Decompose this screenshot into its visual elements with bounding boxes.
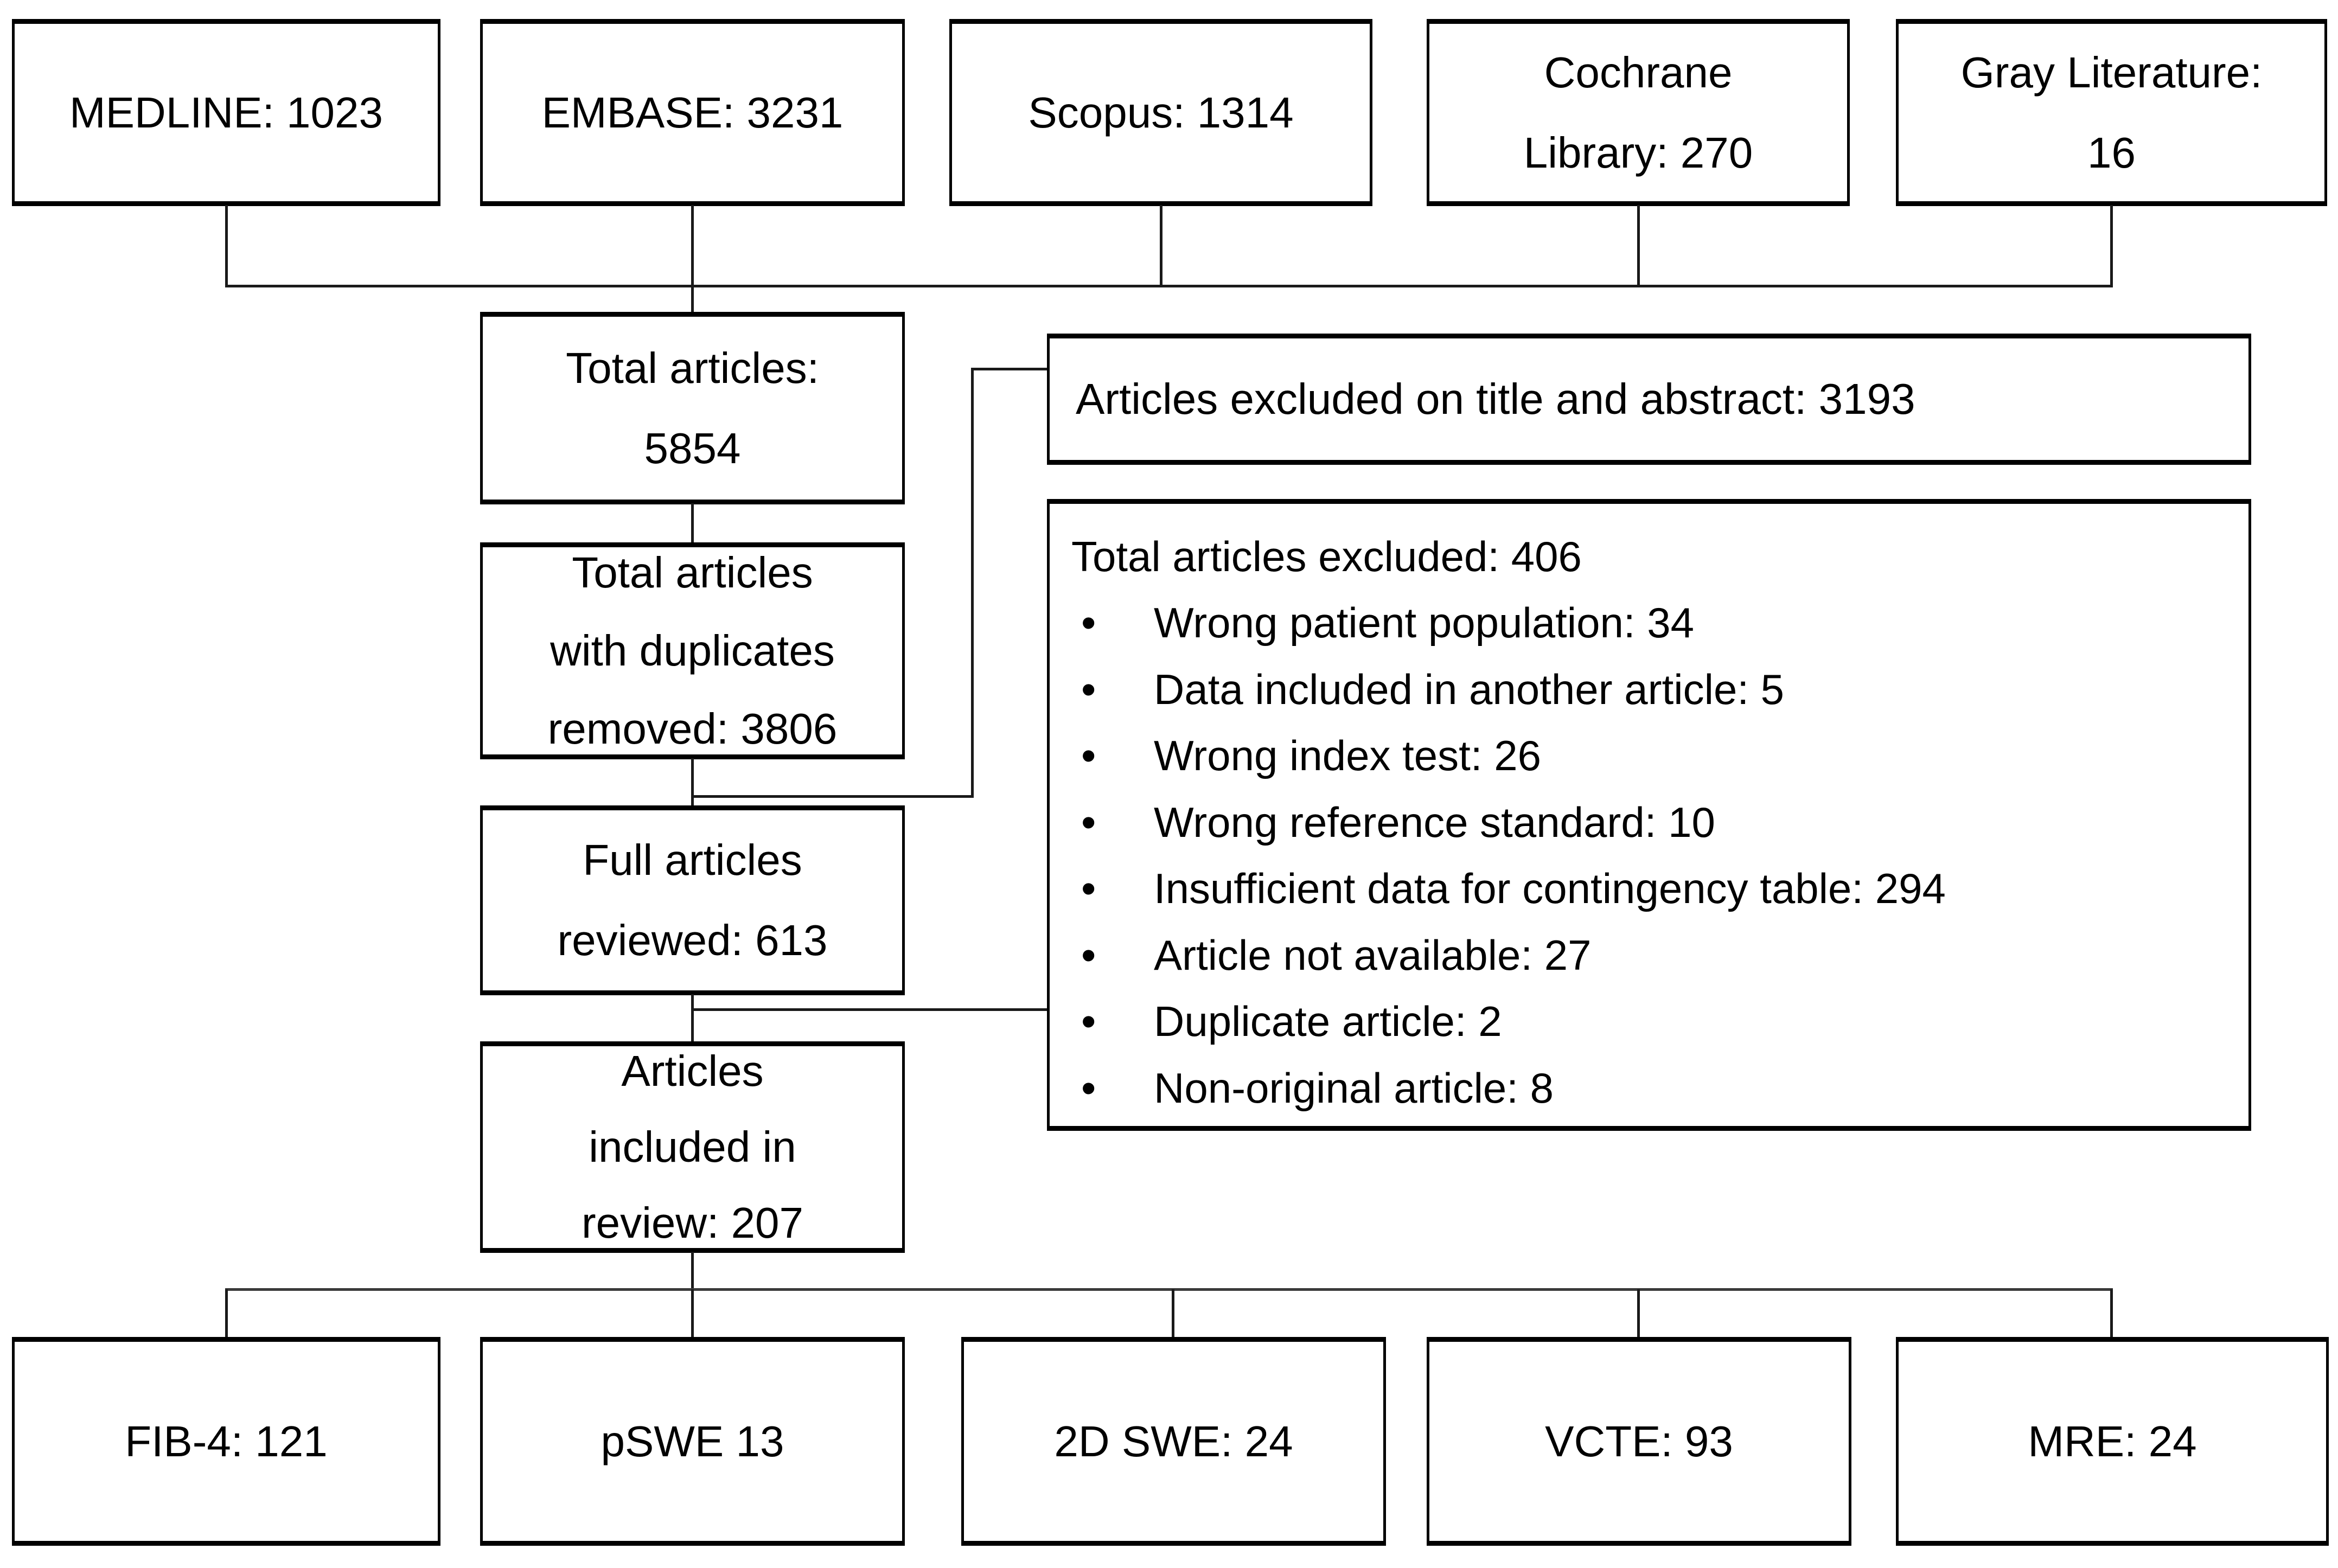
- connector-duplicates-to-full: [691, 758, 694, 807]
- source-box-embase: EMBASE: 3231: [480, 19, 905, 206]
- total-articles-box: Total articles: 5854: [480, 312, 905, 504]
- full-articles-reviewed-box: Full articles reviewed: 613: [480, 805, 905, 995]
- source-box-gray-literature: Gray Literature: 16: [1896, 19, 2327, 206]
- source-box-cochrane: Cochrane Library: 270: [1427, 19, 1850, 206]
- connector-outcome-1-drop: [225, 1289, 228, 1338]
- connector-into-total: [691, 286, 694, 313]
- source-box-scopus: Scopus: 1314: [949, 19, 1372, 206]
- outcome-box-fib4: FIB-4: 121: [12, 1337, 440, 1546]
- outcome-box-mre: MRE: 24: [1896, 1337, 2329, 1546]
- exclusion-reason-item: Wrong reference standard: 10: [1071, 789, 2227, 856]
- source-box-medline: MEDLINE: 1023: [12, 19, 440, 206]
- connector-outcome-4-drop: [1637, 1289, 1640, 1338]
- connector-exclusion2-horizontal: [691, 1008, 1048, 1011]
- exclusion-reason-item: Data included in another article: 5: [1071, 656, 2227, 723]
- connector-source-5-drop: [2110, 205, 2113, 287]
- exclusion-reason-item: Insufficient data for contingency table:…: [1071, 855, 2227, 922]
- connector-bottom-horizontal: [225, 1288, 2113, 1291]
- exclusion-reason-item: Article not available: 27: [1071, 922, 2227, 989]
- excluded-title-abstract-box: Articles excluded on title and abstract:…: [1047, 334, 2251, 465]
- articles-included-box: Articles included in review: 207: [480, 1041, 905, 1253]
- connector-exclusion1-horizontal-lower: [691, 795, 974, 798]
- connector-exclusion1-horizontal-upper: [971, 368, 1048, 370]
- outcome-box-vcte: VCTE: 93: [1427, 1337, 1851, 1546]
- exclusion-reason-item: Wrong patient population: 34: [1071, 590, 2227, 656]
- connector-source-2-drop: [691, 205, 694, 287]
- connector-outcome-5-drop: [2110, 1289, 2113, 1338]
- excluded-full-text-box: Total articles excluded: 406 Wrong patie…: [1047, 499, 2251, 1131]
- outcome-box-pswe: pSWE 13: [480, 1337, 905, 1546]
- exclusion-reason-item: Non-original article: 8: [1071, 1055, 2227, 1122]
- connector-source-1-drop: [225, 205, 228, 287]
- connector-source-3-drop: [1160, 205, 1162, 287]
- exclusion-reason-item: Duplicate article: 2: [1071, 988, 2227, 1055]
- outcome-box-2dswe: 2D SWE: 24: [961, 1337, 1386, 1546]
- exclusion-reason-item: Wrong index test: 26: [1071, 722, 2227, 789]
- connector-outcome-3-drop: [1172, 1289, 1174, 1338]
- connector-exclusion1-vertical: [971, 368, 974, 798]
- connector-included-to-bottom: [691, 1252, 694, 1290]
- connector-outcome-2-drop: [691, 1289, 694, 1338]
- connector-total-to-duplicates: [691, 503, 694, 543]
- excluded-full-text-title: Total articles excluded: 406: [1071, 533, 1582, 580]
- exclusion-reasons-list: Wrong patient population: 34 Data includ…: [1071, 590, 2227, 1121]
- duplicates-removed-box: Total articles with duplicates removed: …: [480, 542, 905, 759]
- connector-top-horizontal: [225, 285, 2113, 287]
- connector-source-4-drop: [1637, 205, 1640, 287]
- connector-full-to-included: [691, 994, 694, 1043]
